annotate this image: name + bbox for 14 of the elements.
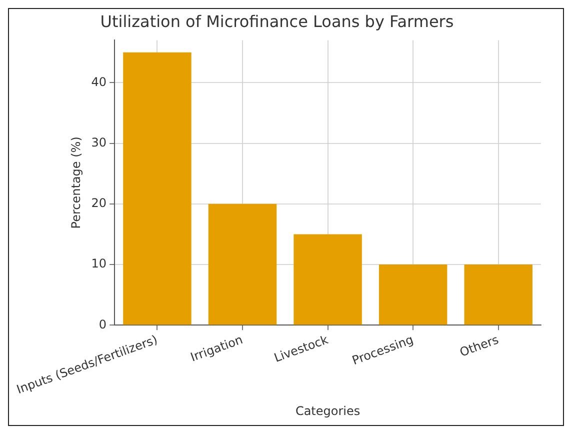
bar xyxy=(208,204,277,325)
bar xyxy=(464,264,532,325)
y-tick-label: 30 xyxy=(91,135,107,150)
x-tick-label: Others xyxy=(458,332,500,360)
y-axis-title: Percentage (%) xyxy=(69,136,84,229)
bar xyxy=(294,234,362,325)
y-tick-label: 20 xyxy=(91,196,107,210)
bar xyxy=(123,52,192,325)
y-tick-label: 40 xyxy=(91,74,107,89)
bar xyxy=(378,264,448,325)
chart-title: Utilization of Microfinance Loans by Farmers xyxy=(100,12,454,31)
x-axis-title: Categories xyxy=(295,404,360,418)
y-tick-label: 0 xyxy=(98,317,107,332)
y-tick-label: 10 xyxy=(91,256,107,271)
